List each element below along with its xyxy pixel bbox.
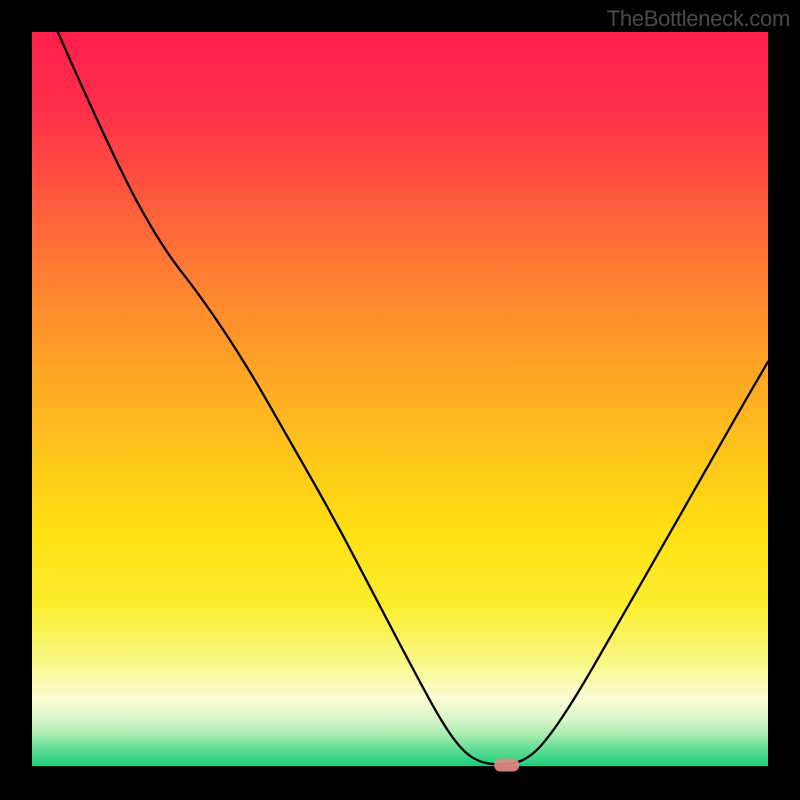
bottleneck-chart: [0, 0, 800, 800]
chart-svg: [0, 0, 800, 800]
optimal-marker: [494, 759, 519, 772]
chart-gradient-background: [32, 32, 768, 768]
watermark-text: TheBottleneck.com: [607, 6, 790, 32]
